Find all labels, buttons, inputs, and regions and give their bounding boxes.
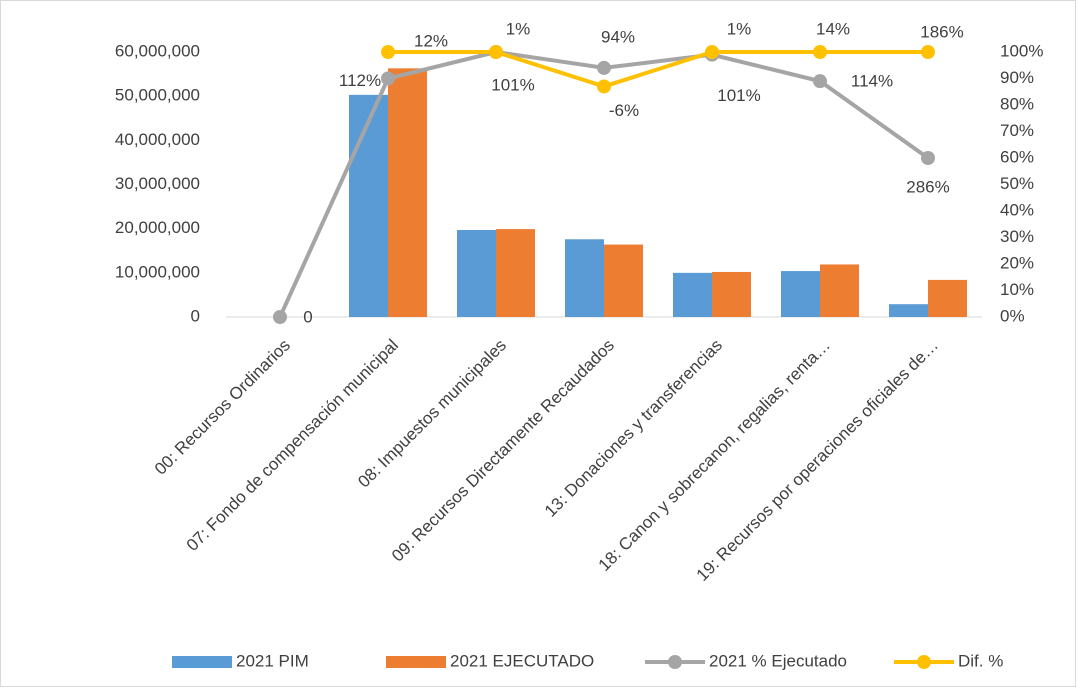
- bar: [889, 304, 928, 317]
- y-tick-label: 10,000,000: [115, 262, 200, 281]
- y2-tick-label: 60%: [1000, 147, 1034, 166]
- data-label: 1%: [727, 19, 752, 38]
- bar: [496, 229, 535, 317]
- legend-label: 2021 EJECUTADO: [450, 651, 594, 670]
- y2-tick-label: 40%: [1000, 200, 1034, 219]
- y2-tick-label: 0%: [1000, 306, 1025, 325]
- data-label: 101%: [717, 86, 760, 105]
- line-marker: [813, 45, 827, 59]
- data-label: 14%: [816, 19, 850, 38]
- data-label: 112%: [339, 71, 381, 90]
- bar: [604, 244, 643, 317]
- y-tick-label: 30,000,000: [115, 174, 200, 193]
- y-tick-label: 40,000,000: [115, 130, 200, 149]
- y-tick-label: 50,000,000: [115, 86, 200, 105]
- legend-swatch: [172, 656, 232, 668]
- data-label: 12%: [414, 31, 448, 50]
- data-label: 94%: [601, 27, 635, 46]
- y2-tick-label: 30%: [1000, 227, 1034, 246]
- data-label: 114%: [851, 72, 893, 91]
- y2-tick-label: 100%: [1000, 41, 1043, 60]
- legend-marker: [917, 655, 931, 669]
- y2-tick-label: 90%: [1000, 68, 1034, 87]
- line-marker: [597, 79, 611, 94]
- legend-label: 2021 PIM: [236, 651, 309, 670]
- bar: [565, 239, 604, 317]
- bar: [673, 272, 712, 317]
- data-label: 286%: [906, 177, 949, 196]
- line-marker: [813, 74, 827, 89]
- data-label: 186%: [920, 22, 963, 41]
- bar: [388, 68, 427, 317]
- data-label: 101%: [491, 75, 534, 94]
- y2-tick-label: 10%: [1000, 280, 1034, 299]
- y-tick-label: 0: [191, 306, 200, 325]
- bar: [349, 94, 388, 317]
- y-tick-label: 20,000,000: [115, 218, 200, 237]
- y2-tick-label: 50%: [1000, 174, 1034, 193]
- data-label: 1%: [506, 19, 531, 38]
- bar: [928, 279, 967, 317]
- line-marker: [597, 60, 611, 75]
- y-tick-label: 60,000,000: [115, 41, 200, 60]
- line: [388, 50, 928, 89]
- legend-swatch: [386, 656, 446, 668]
- line-marker: [705, 45, 719, 59]
- y2-tick-label: 20%: [1000, 253, 1034, 272]
- line-marker: [489, 45, 503, 59]
- y2-tick-label: 80%: [1000, 94, 1034, 113]
- bar: [781, 271, 820, 317]
- legend-marker: [668, 655, 682, 669]
- bar: [820, 264, 859, 317]
- line-marker: [381, 71, 395, 86]
- line-marker: [381, 45, 395, 59]
- bar: [712, 271, 751, 317]
- line-marker: [921, 151, 935, 165]
- legend-label: 2021 % Ejecutado: [709, 651, 847, 670]
- legend-label: Dif. %: [958, 651, 1003, 670]
- line-marker: [273, 310, 287, 324]
- bar: [457, 229, 496, 317]
- data-label: -6%: [609, 101, 639, 120]
- line-marker: [921, 45, 935, 59]
- data-label: 0: [303, 307, 312, 326]
- y2-tick-label: 70%: [1000, 121, 1034, 140]
